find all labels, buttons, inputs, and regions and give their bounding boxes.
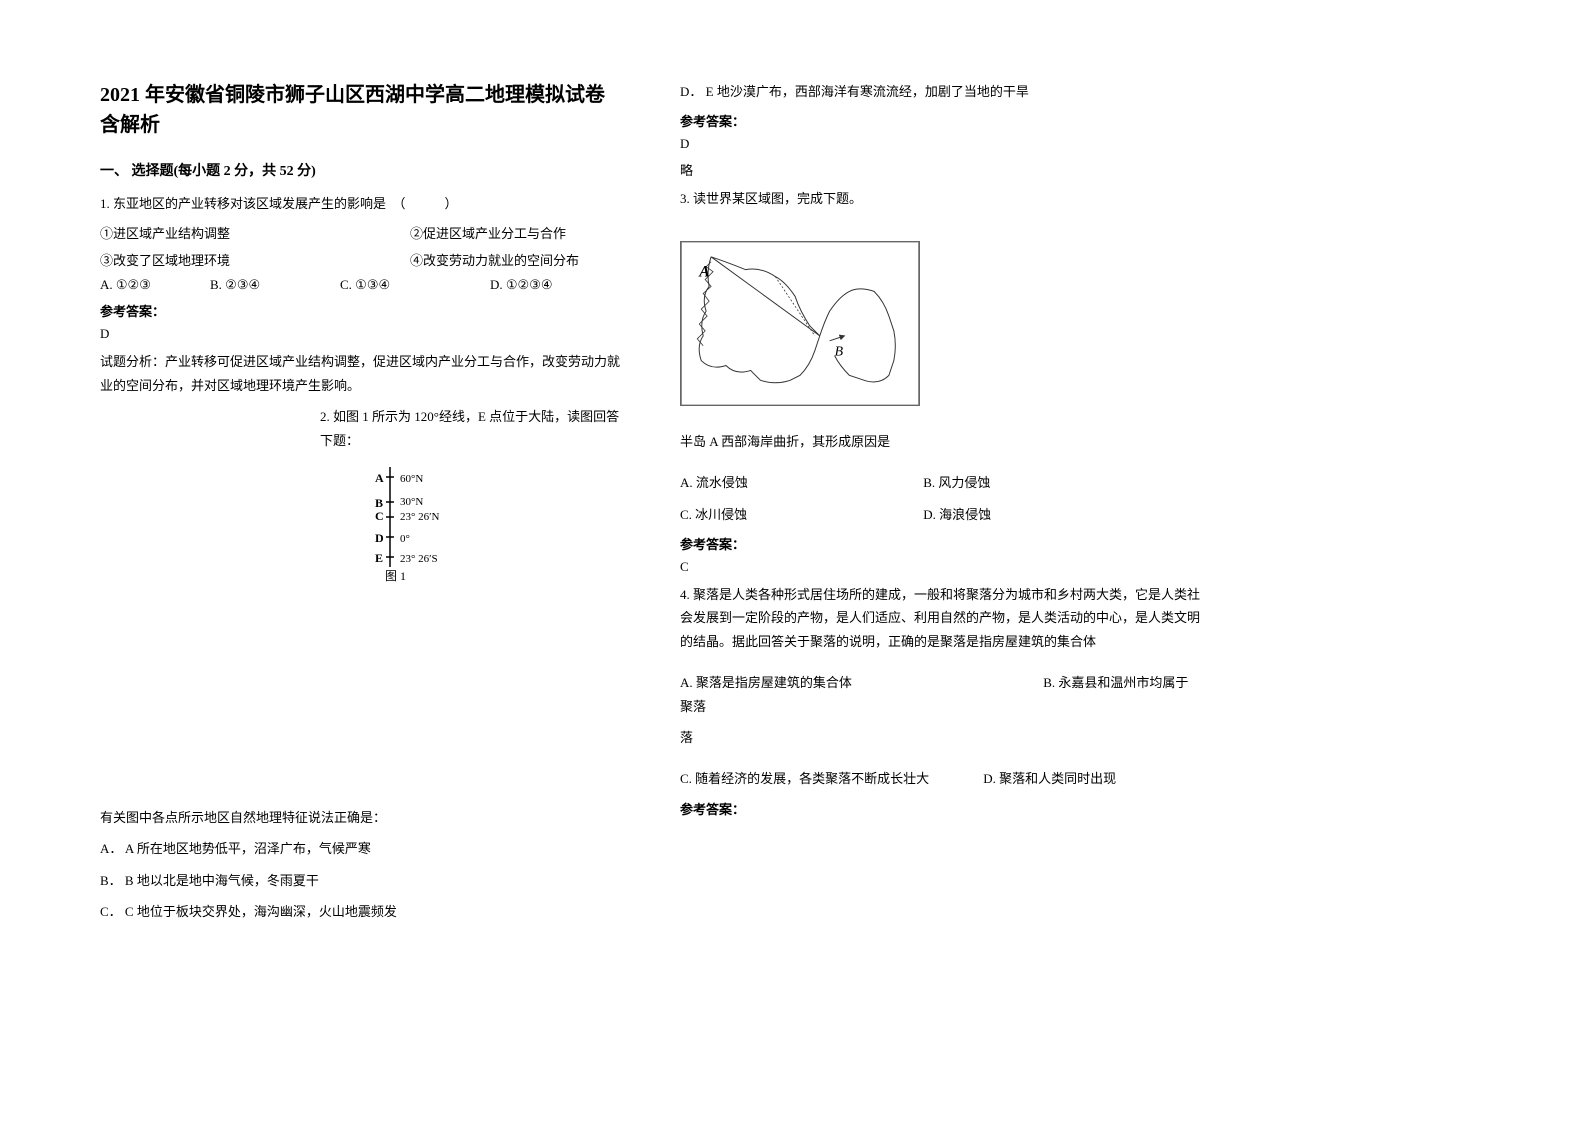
q1-optD: D. ①②③④ (490, 277, 553, 293)
diag-label-D: D (375, 531, 384, 545)
q1-text: 1. 东亚地区的产业转移对该区域发展产生的影响是 （ ） (100, 192, 620, 215)
q4-text: 4. 聚落是人类各种形式居住场所的建成，一般和将聚落分为城市和乡村两大类，它是人… (680, 583, 1200, 653)
q2-about: 有关图中各点所示地区自然地理特征说法正确是： (100, 806, 620, 829)
q1-analysis: 试题分析：产业转移可促进区域产业结构调整，促进区域内产业分工与合作，改变劳动力就… (100, 350, 620, 397)
diag-lat-C: 23° 26′N (400, 511, 440, 523)
map-label-B: B (835, 343, 844, 358)
q3-answer-label: 参考答案： (680, 534, 1200, 553)
q2-optA: A． A 所在地区地势低平，沼泽广布，气候严寒 (100, 837, 620, 860)
q1-answer: D (100, 326, 620, 342)
q4-optA: A. 聚落是指房屋建筑的集合体 (680, 671, 1040, 694)
q2-answer: D (680, 136, 1200, 152)
q3-answer: C (680, 559, 1200, 575)
q1-optB: B. ②③④ (210, 277, 340, 293)
diag-caption: 图 1 (385, 569, 406, 582)
diag-label-A: A (375, 471, 384, 485)
main-title: 2021 年安徽省铜陵市狮子山区西湖中学高二地理模拟试卷含解析 (100, 80, 620, 140)
q4-optB-cont: 落 (680, 726, 1200, 749)
q1-optA: A. ①②③ (100, 277, 210, 293)
q4-answer-label: 参考答案： (680, 799, 1200, 818)
diag-lat-A: 60°N (400, 473, 423, 485)
q2-answer-label: 参考答案： (680, 111, 1200, 130)
q4-optD: D. 聚落和人类同时出现 (983, 771, 1116, 786)
q3-optA: A. 流水侵蚀 (680, 471, 920, 494)
diag-lat-E: 23° 26′S (400, 553, 438, 565)
diagram-fig1: A 60°N B 30°N C 23° 26′N D 0° E 23° 26′S… (360, 462, 620, 586)
q2-note: 略 (680, 160, 1200, 179)
diag-lat-D: 0° (400, 533, 410, 545)
diag-label-B: B (375, 496, 383, 510)
q1-answer-label: 参考答案： (100, 301, 620, 320)
q2-optD: D． E 地沙漠广布，西部海洋有寒流流经，加剧了当地的干旱 (680, 80, 1200, 103)
q2-optC: C． C 地位于板块交界处，海沟幽深，火山地震频发 (100, 900, 620, 923)
q3-optC: C. 冰川侵蚀 (680, 503, 920, 526)
diag-lat-B: 30°N (400, 496, 423, 508)
section-title: 一、 选择题(每小题 2 分，共 52 分) (100, 160, 620, 180)
q3-optB: B. 风力侵蚀 (923, 475, 990, 490)
q1-item2: ②促进区域产业分工与合作 (410, 223, 566, 242)
q3-subtext: 半岛 A 西部海岸曲折，其形成原因是 (680, 430, 1200, 453)
map-figure: A B (680, 241, 1200, 410)
map-label-A: A (698, 263, 710, 280)
q2-intro: 2. 如图 1 所示为 120°经线，E 点位于大陆，读图回答下题： (320, 405, 620, 452)
diag-label-C: C (375, 509, 384, 523)
q3-optD: D. 海浪侵蚀 (923, 507, 991, 522)
q1-item1: ①进区域产业结构调整 (100, 223, 230, 242)
q1-item4: ④改变劳动力就业的空间分布 (410, 250, 579, 269)
q3-text: 3. 读世界某区域图，完成下题。 (680, 187, 1200, 210)
q1-optC: C. ①③④ (340, 277, 490, 293)
q1-item3: ③改变了区域地理环境 (100, 250, 230, 269)
q4-optC: C. 随着经济的发展，各类聚落不断成长壮大 (680, 767, 980, 790)
q2-optB: B． B 地以北是地中海气候，冬雨夏干 (100, 869, 620, 892)
diag-label-E: E (375, 551, 383, 565)
